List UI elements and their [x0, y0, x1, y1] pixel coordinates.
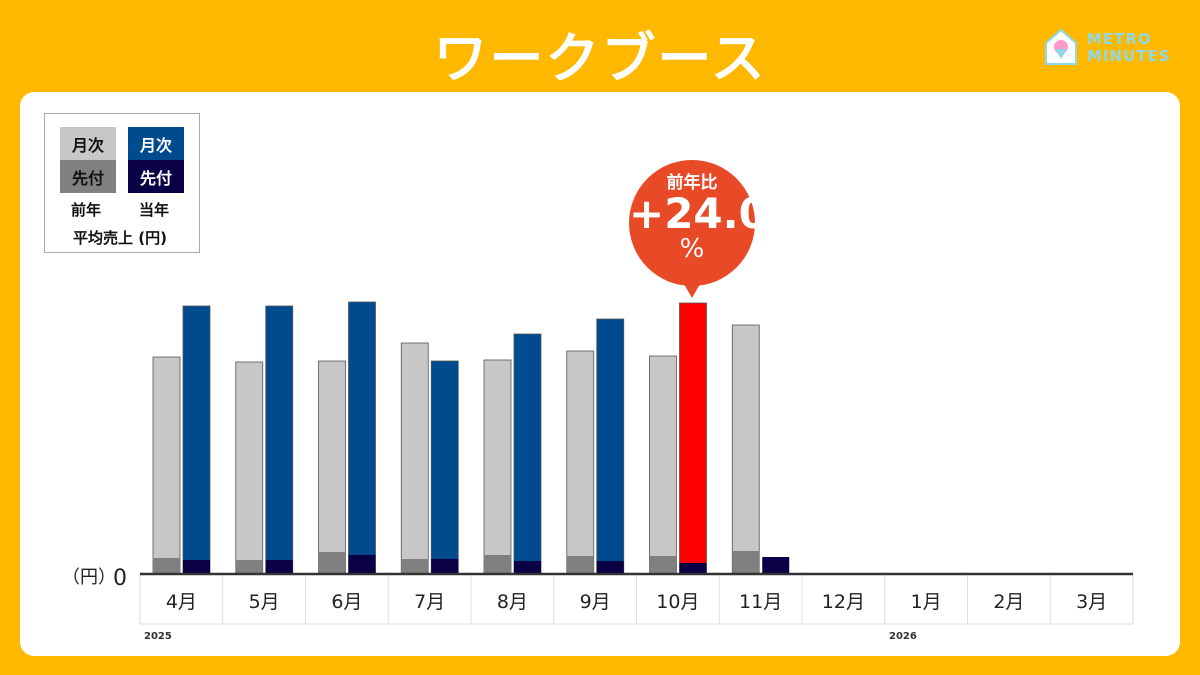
y-zero-label: 0	[113, 566, 127, 591]
bar-prev-advance	[401, 559, 429, 574]
bar-curr-advance	[431, 559, 459, 574]
legend-curr-label: 当年	[139, 201, 170, 219]
bar-curr-monthly	[348, 301, 376, 575]
bar-prev-advance	[649, 556, 677, 574]
x-tick-label: 7月	[414, 591, 445, 613]
bar-curr-monthly	[513, 333, 542, 575]
bar-curr-monthly	[596, 318, 625, 575]
yoy-unit: %	[679, 234, 705, 264]
bar-prev-monthly	[649, 355, 677, 575]
bar-curr-advance	[514, 561, 541, 574]
x-tick-label: 1月	[911, 591, 942, 613]
bar-prev-advance	[153, 558, 180, 574]
bar-prev-monthly	[235, 361, 264, 575]
year-label-2025: 2025	[144, 631, 172, 642]
bar-curr-monthly	[430, 360, 459, 575]
x-tick-label: 11月	[739, 591, 782, 613]
x-tick-label: 8月	[497, 591, 528, 613]
bar-prev-advance	[566, 556, 594, 574]
x-tick-label: 12月	[822, 591, 865, 613]
metro-minutes-logo: METRO MINUTES	[1043, 27, 1178, 67]
bar-prev-advance	[732, 551, 760, 574]
bar-prev-monthly	[566, 350, 595, 575]
page-title: ワークブース	[433, 27, 767, 90]
bar-curr-monthly	[679, 302, 707, 575]
bar-curr-advance	[348, 555, 376, 574]
logo-line-1: METRO	[1087, 30, 1152, 48]
bar-curr-advance	[762, 557, 790, 574]
x-tick-label: 10月	[656, 591, 699, 613]
house-pin-icon	[1045, 28, 1077, 65]
bar-curr-advance	[183, 560, 210, 574]
x-tick-label: 2月	[993, 591, 1024, 613]
bar-prev-advance	[484, 555, 511, 574]
year-label-2026: 2026	[889, 631, 917, 642]
bar-curr-advance	[596, 561, 624, 574]
bar-prev-monthly	[483, 359, 512, 575]
yoy-value: +24.0	[629, 189, 768, 238]
legend: 月次 先付 月次 先付 前年 当年 平均売上 (円)	[44, 113, 200, 253]
bar-prev-advance	[235, 560, 263, 574]
legend-prev-advance: 先付	[60, 160, 116, 193]
x-tick-label: 3月	[1076, 591, 1107, 613]
yoy-callout: 前年比 +24.0 %	[629, 160, 768, 298]
bar-prev-monthly	[152, 356, 181, 575]
bar-curr-monthly	[182, 305, 211, 575]
bar-curr-monthly	[265, 305, 294, 575]
bar-prev-advance	[318, 552, 346, 574]
legend-curr-monthly: 月次	[128, 127, 184, 160]
x-tick-label: 5月	[249, 591, 280, 613]
logo-line-2: MINUTES	[1087, 47, 1171, 65]
yoy-label: 前年比	[666, 173, 718, 193]
legend-prev-label: 前年	[71, 201, 102, 219]
bar-curr-advance	[679, 563, 707, 574]
legend-prev-monthly: 月次	[60, 127, 116, 160]
bar-curr-advance	[265, 560, 293, 574]
x-tick-label: 9月	[580, 591, 611, 613]
x-tick-label: 6月	[331, 591, 362, 613]
y-unit-label: （円）	[62, 567, 116, 588]
bar-prev-monthly	[318, 360, 346, 575]
legend-caption: 平均売上 (円)	[73, 229, 167, 247]
bar-prev-monthly	[400, 342, 429, 575]
bar-prev-monthly	[731, 324, 760, 575]
legend-curr-advance: 先付	[128, 160, 184, 193]
x-tick-label: 4月	[166, 591, 197, 613]
